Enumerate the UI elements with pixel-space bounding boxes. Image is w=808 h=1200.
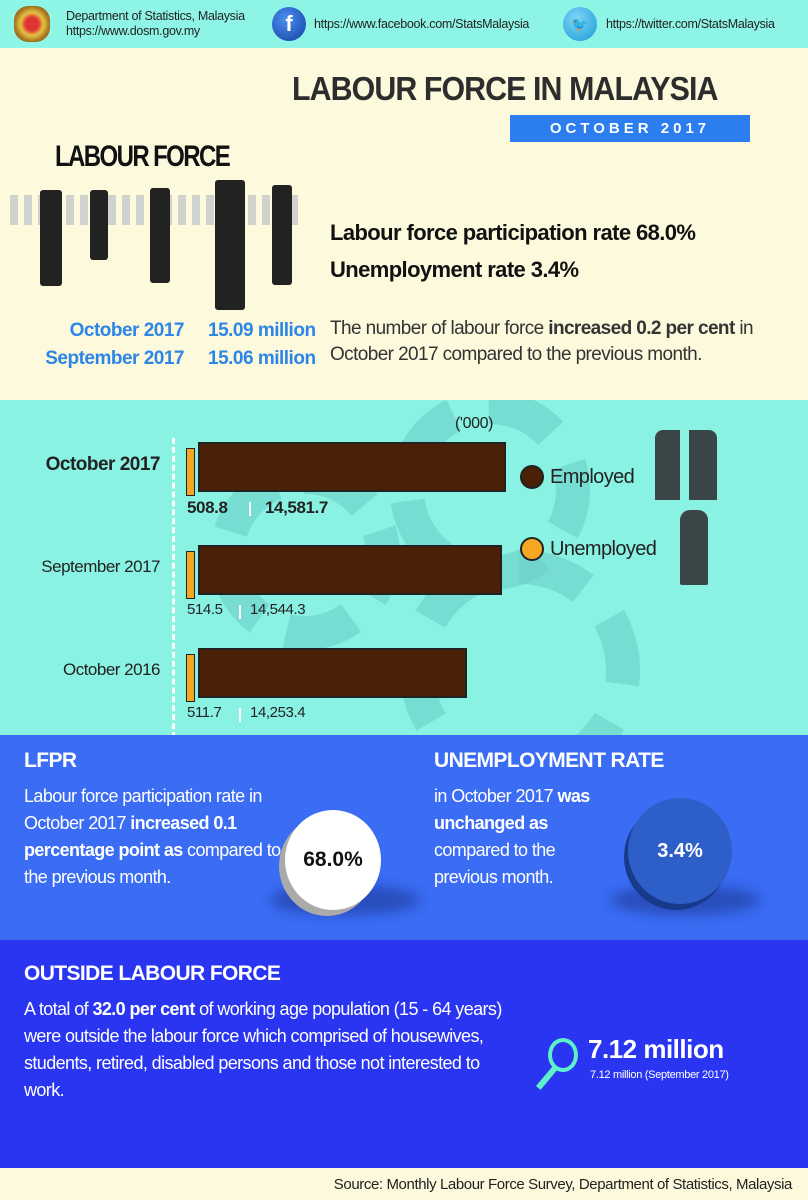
value-separator [239, 605, 241, 619]
bar-unemployed [186, 551, 195, 599]
value-label-employed: 14,253.4 [250, 704, 306, 721]
labour-force-illustration: LABOUR FORCE [10, 140, 310, 310]
outside-labour-force-section: OUTSIDE LABOUR FORCE A total of 32.0 per… [0, 940, 808, 1168]
outside-heading: OUTSIDE LABOUR FORCE [24, 962, 281, 985]
unit-label: ('000) [455, 415, 494, 432]
axis-dashed-line [172, 438, 175, 735]
header-bar: Department of Statistics, Malaysia https… [0, 0, 808, 48]
bar-unemployed [186, 448, 195, 496]
chart-section: ('000) October 2017 508.8 14,581.7 Septembe… [0, 400, 808, 735]
legend-swatch-employed [520, 465, 544, 489]
value-label-employed: 14,544.3 [250, 601, 306, 618]
total-value: 15.06 million [208, 348, 316, 369]
page-title: LABOUR FORCE IN MALAYSIA [292, 70, 718, 107]
twitter-link[interactable]: https://twitter.com/StatsMalaysia [606, 17, 775, 31]
unemployment-headline: Unemployment rate 3.4% [330, 257, 579, 282]
lfpr-heading: LFPR [24, 749, 77, 772]
lfpr-headline: Labour force participation rate 68.0% [330, 220, 696, 245]
legend-swatch-unemployed [520, 537, 544, 561]
total-value: 15.09 million [208, 320, 316, 341]
coat-of-arms-logo [14, 6, 50, 42]
labour-force-change-text: The number of labour force increased 0.2… [330, 318, 754, 365]
month-badge: OCTOBER 2017 [510, 115, 750, 142]
value-separator [239, 708, 241, 722]
org-name: Department of Statistics, Malaysia [66, 9, 245, 23]
category-label: October 2017 [45, 454, 161, 475]
unemployment-heading: UNEMPLOYMENT RATE [434, 749, 664, 772]
labour-force-totals: October 2017 15.09 million September 2017… [26, 317, 316, 373]
total-period: October 2017 [69, 320, 185, 341]
unemployed-person-icon [680, 510, 708, 585]
value-label-unemployed: 511.7 [187, 704, 222, 721]
category-label: October 2016 [62, 660, 161, 679]
outside-text: A total of 32.0 per cent of working age … [24, 999, 502, 1100]
value-label-unemployed: 508.8 [187, 498, 228, 517]
bar-employed [198, 442, 506, 492]
magnifier-icon [530, 1038, 590, 1098]
source-footer: Source: Monthly Labour Force Survey, Dep… [0, 1168, 808, 1200]
twitter-icon[interactable]: 🐦 [563, 7, 597, 41]
bar-unemployed [186, 654, 195, 702]
employed-people-icon [655, 430, 717, 500]
value-label-unemployed: 514.5 [187, 601, 223, 618]
facebook-link[interactable]: https://www.facebook.com/StatsMalaysia [314, 17, 530, 31]
outside-previous-value: 7.12 million (September 2017) [590, 1069, 729, 1081]
art-label: LABOUR FORCE [55, 140, 231, 173]
lfpr-text: Labour force participation rate in Octob… [24, 786, 281, 887]
value-separator [249, 502, 251, 516]
legend-label: Unemployed [550, 537, 657, 560]
legend: Employed Unemployed [520, 462, 657, 564]
value-label-employed: 14,581.7 [265, 498, 328, 517]
legend-label: Employed [550, 465, 635, 488]
bar-employed [198, 648, 467, 698]
category-label: September 2017 [41, 557, 160, 576]
unemployment-value-disc: 3.4% [628, 798, 732, 904]
total-period: September 2017 [45, 348, 184, 369]
lfpr-value-disc: 68.0% [285, 810, 381, 910]
facebook-icon[interactable]: f [272, 7, 306, 41]
bar-employed [198, 545, 502, 595]
outside-value: 7.12 million [588, 1034, 724, 1064]
rates-section: LFPR Labour force participation rate in … [0, 735, 808, 940]
org-url[interactable]: https://www.dosm.gov.my [66, 24, 200, 38]
unemployment-text: in October 2017 was unchanged as compare… [434, 786, 590, 887]
